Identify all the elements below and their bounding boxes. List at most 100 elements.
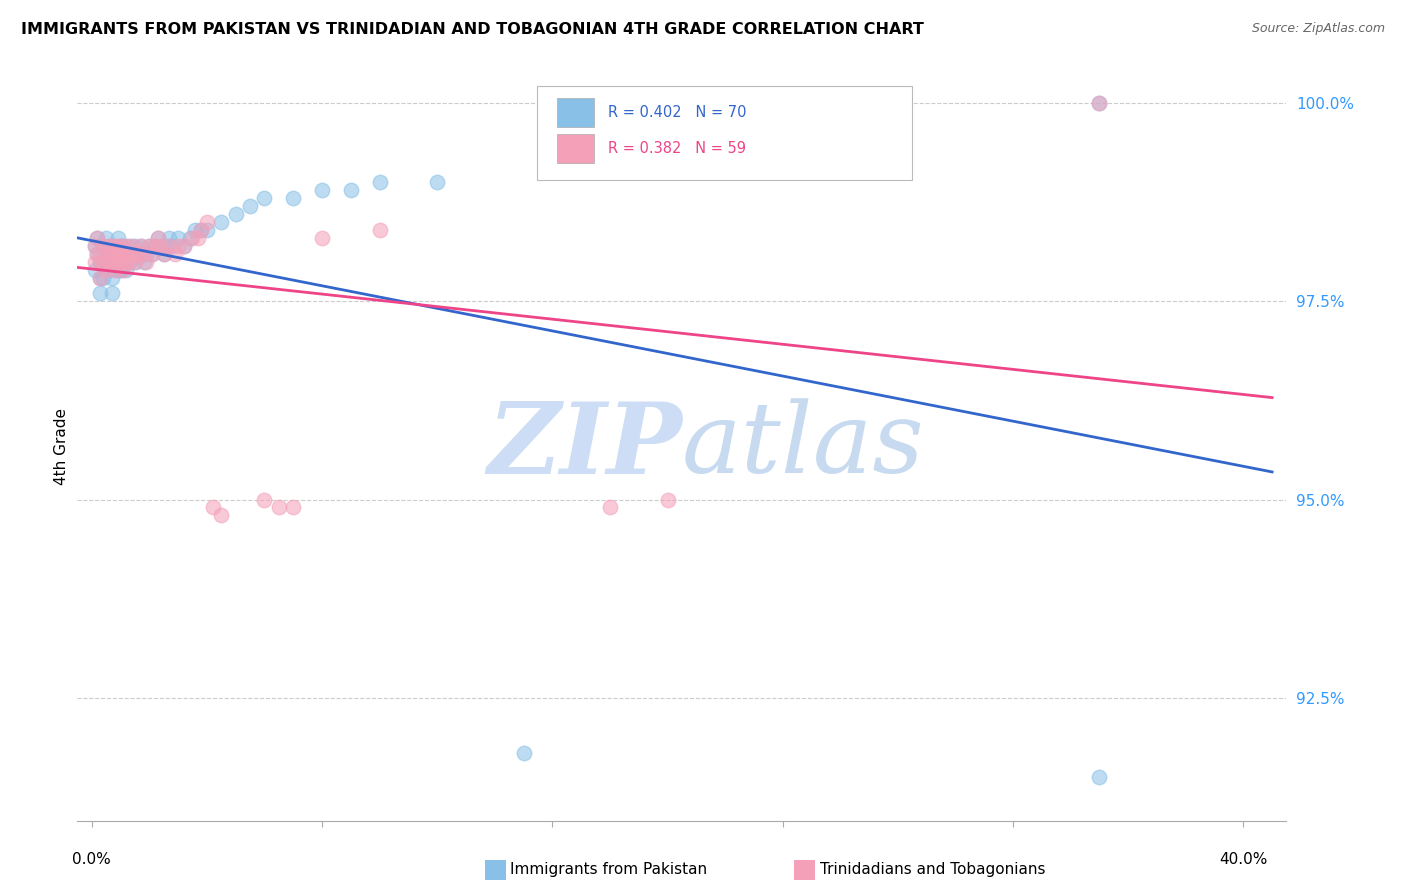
Point: [152, 246, 174, 260]
Point: [239, 199, 262, 213]
Point: [98, 254, 121, 268]
Point: [253, 191, 276, 205]
Text: 0.0%: 0.0%: [72, 853, 111, 867]
Point: [426, 175, 449, 189]
Point: [159, 231, 181, 245]
Point: [110, 254, 132, 268]
Point: [112, 254, 135, 268]
Text: 40.0%: 40.0%: [1219, 853, 1267, 867]
Point: [98, 239, 121, 253]
Point: [110, 262, 132, 277]
Point: [146, 231, 169, 245]
Point: [94, 254, 117, 268]
Point: [209, 215, 232, 229]
Point: [124, 254, 146, 268]
Point: [110, 246, 132, 260]
Point: [127, 246, 149, 260]
Point: [104, 246, 127, 260]
Point: [104, 239, 127, 253]
Point: [129, 239, 152, 253]
Point: [209, 508, 232, 523]
Point: [512, 746, 534, 760]
Point: [112, 262, 135, 277]
Point: [86, 231, 108, 245]
Point: [98, 262, 121, 277]
Point: [138, 239, 160, 253]
Point: [162, 239, 184, 253]
Text: ZIP: ZIP: [486, 398, 682, 494]
Point: [98, 254, 121, 268]
Point: [146, 231, 169, 245]
Point: [132, 254, 155, 268]
Point: [118, 246, 141, 260]
Point: [184, 223, 207, 237]
Point: [83, 262, 105, 277]
Point: [91, 239, 114, 253]
Point: [91, 254, 114, 268]
Point: [91, 270, 114, 285]
Point: [86, 246, 108, 260]
Point: [101, 246, 124, 260]
Point: [201, 500, 224, 515]
Point: [368, 175, 391, 189]
Text: Immigrants from Pakistan: Immigrants from Pakistan: [510, 863, 707, 877]
Point: [152, 246, 174, 260]
Point: [368, 223, 391, 237]
Point: [94, 231, 117, 245]
Point: [138, 239, 160, 253]
Point: [91, 254, 114, 268]
Point: [173, 239, 195, 253]
Point: [107, 231, 129, 245]
Point: [141, 246, 163, 260]
Point: [94, 246, 117, 260]
Point: [89, 270, 111, 285]
Point: [253, 492, 276, 507]
Point: [107, 262, 129, 277]
FancyBboxPatch shape: [537, 87, 911, 180]
Point: [104, 262, 127, 277]
Point: [124, 239, 146, 253]
Point: [167, 239, 190, 253]
Point: [115, 239, 138, 253]
Point: [141, 246, 163, 260]
Point: [110, 239, 132, 253]
Point: [121, 246, 143, 260]
Point: [118, 254, 141, 268]
Point: [267, 500, 290, 515]
Point: [599, 500, 621, 515]
Point: [340, 183, 363, 197]
Point: [101, 270, 124, 285]
Point: [112, 239, 135, 253]
Point: [104, 254, 127, 268]
Point: [107, 239, 129, 253]
Point: [83, 239, 105, 253]
Point: [104, 246, 127, 260]
Point: [107, 246, 129, 260]
Point: [159, 239, 181, 253]
Point: [101, 254, 124, 268]
Point: [143, 239, 166, 253]
Point: [83, 239, 105, 253]
Point: [110, 239, 132, 253]
Point: [94, 246, 117, 260]
Text: Trinidadians and Tobagonians: Trinidadians and Tobagonians: [820, 863, 1045, 877]
Point: [115, 262, 138, 277]
Point: [190, 223, 212, 237]
Point: [190, 223, 212, 237]
Point: [173, 239, 195, 253]
Point: [1088, 96, 1111, 111]
Point: [121, 239, 143, 253]
Point: [112, 246, 135, 260]
Point: [110, 254, 132, 268]
Point: [135, 254, 157, 268]
Point: [94, 262, 117, 277]
Bar: [557, 135, 593, 162]
Point: [89, 270, 111, 285]
Text: atlas: atlas: [682, 399, 925, 493]
Point: [165, 246, 187, 260]
Point: [86, 246, 108, 260]
Text: IMMIGRANTS FROM PAKISTAN VS TRINIDADIAN AND TOBAGONIAN 4TH GRADE CORRELATION CHA: IMMIGRANTS FROM PAKISTAN VS TRINIDADIAN …: [21, 22, 924, 37]
Point: [115, 254, 138, 268]
Point: [311, 231, 333, 245]
Point: [115, 246, 138, 260]
